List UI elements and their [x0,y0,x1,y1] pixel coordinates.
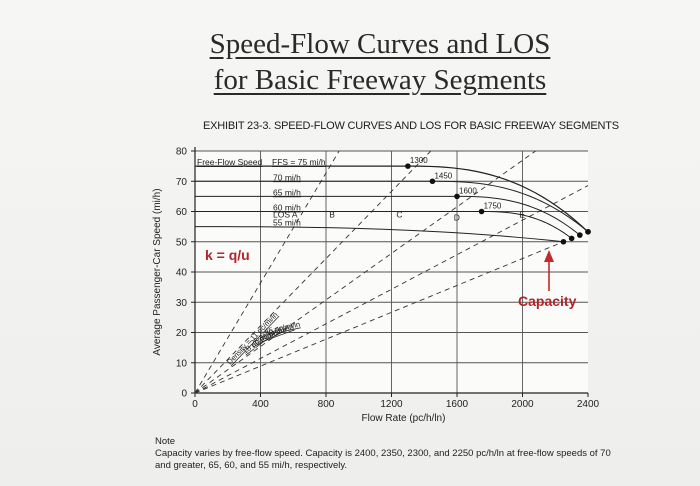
speed-flow-curve [195,165,589,233]
y-tick-label: 30 [176,298,188,309]
slide-title: Speed-Flow Curves and LOS for Basic Free… [180,26,580,98]
y-tick-label: 20 [176,328,188,339]
y-tick-label: 10 [176,358,188,369]
breakpoint-label: 1300 [410,156,428,165]
x-tick-label: 800 [318,399,335,410]
density-line [194,150,340,394]
density-line [194,231,589,394]
x-tick-label: 400 [252,399,269,410]
los-label: D [454,213,460,223]
title-line-2: for Basic Freeway Segments [213,64,547,96]
speed-flow-curve [195,211,572,239]
note-heading: Note [155,436,176,447]
capacity-point [577,232,583,238]
y-tick-label: 0 [181,389,187,400]
capacity-point [585,228,591,235]
ffs-header: Free-Flow Speed [197,157,262,167]
los-label: C [396,210,402,220]
x-tick-label: 1200 [380,399,403,410]
breakpoint-marker [429,178,436,185]
y-tick-label: 40 [176,268,188,279]
x-tick-label: 0 [192,399,198,410]
y-tick-label: 60 [176,207,188,218]
density-line [194,185,589,394]
density-line [194,150,432,394]
speed-flow-curve [194,226,564,243]
ffs-label: FFS = 75 mi/h [272,157,326,167]
los-label: E [519,210,525,220]
y-tick-label: 50 [176,237,188,248]
title-line-1: Speed-Flow Curves and LOS [209,28,551,60]
los-label: B [329,210,335,220]
breakpoint-marker [454,193,460,200]
x-axis-label: Flow Rate (pc/h/ln) [362,413,446,424]
speed-flow-curve [195,180,589,233]
ffs-label: 65 mi/h [273,187,301,197]
capacity-arrow-head [544,250,554,262]
capacity-point [568,235,575,242]
speed-flow-curve [195,195,581,236]
note-text: Capacity varies by free-flow speed. Capa… [155,448,611,471]
ffs-label: 60 mi/h [273,203,301,213]
exhibit-title: EXHIBIT 23-3. SPEED-FLOW CURVES AND LOS … [203,120,619,132]
breakpoint-marker [405,163,411,169]
breakpoint-label: 1750 [484,202,502,211]
formula-annotation: k = q/u [205,247,250,263]
density-line [194,150,536,394]
breakpoint-marker [478,208,485,215]
ffs-label: 55 mi/h [273,218,301,228]
x-tick-label: 1600 [446,399,469,410]
x-tick-label: 2000 [511,399,534,410]
los-label: LOS A [273,210,298,220]
capacity-annotation: Capacity [518,293,577,309]
y-tick-label: 80 [176,147,188,158]
x-tick-label: 2400 [577,399,600,410]
y-tick-label: 70 [176,177,188,188]
ffs-label: 70 mi/h [273,172,301,182]
breakpoint-label: 1450 [434,171,452,180]
capacity-point [560,238,567,245]
y-axis-label: Average Passenger-Car Speed (mi/h) [152,188,163,355]
breakpoint-label: 1600 [459,186,477,195]
